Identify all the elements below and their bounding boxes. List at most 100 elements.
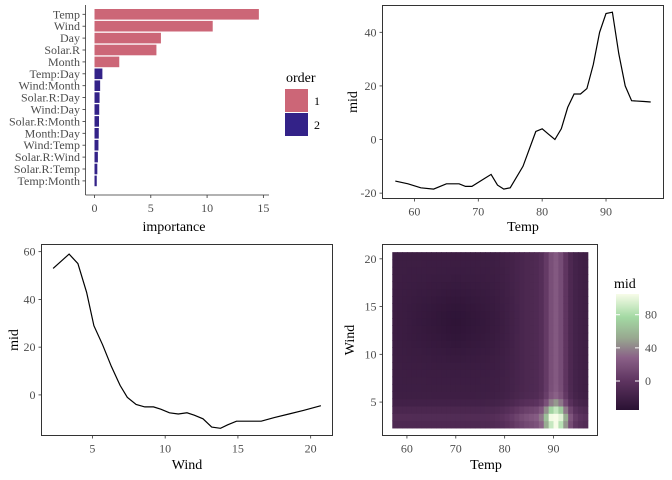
heatmap-panel-border xyxy=(382,244,598,436)
heatmap-cell xyxy=(548,325,555,334)
heatmap-cell xyxy=(475,259,481,268)
heatmap-cell xyxy=(431,405,437,414)
heatmap-cell xyxy=(480,296,486,304)
heatmap-cell xyxy=(553,310,560,319)
temp-x-axis-title: Temp xyxy=(507,220,539,235)
heatmap-cell xyxy=(538,391,545,400)
importance-bar xyxy=(94,175,97,187)
heatmap-cell xyxy=(397,252,403,261)
heatmap-cell xyxy=(397,413,403,422)
heatmap-cell xyxy=(490,318,496,326)
heatmap-cell xyxy=(514,332,520,341)
heatmap-cell xyxy=(563,296,569,304)
heatmap-cell xyxy=(431,274,437,283)
temp-effect-chart: 60 70 80 90 -20 0 20 40 Temp mid xyxy=(346,5,664,235)
heatmap-cell xyxy=(441,259,447,268)
heatmap-cell xyxy=(573,347,579,356)
heatmap-cell xyxy=(421,318,428,326)
heatmap-cell xyxy=(455,347,462,356)
importance-x-tick-label: 0 xyxy=(92,201,98,215)
heatmap-cell xyxy=(490,391,496,400)
heatmap-cell xyxy=(455,354,462,363)
heatmap-cell xyxy=(548,405,555,414)
heatmap-cell xyxy=(480,252,486,261)
heatmap-cell xyxy=(568,310,574,319)
heatmap-cell xyxy=(431,369,437,378)
heatmap-cell xyxy=(470,361,476,370)
heatmap-cell xyxy=(538,376,545,385)
heatmap-cell xyxy=(421,420,428,429)
heatmap-cell xyxy=(499,259,506,268)
heatmap-cell xyxy=(455,413,462,422)
heatmap-x-tick-label: 80 xyxy=(499,442,511,456)
heatmap-cell xyxy=(558,369,564,378)
heatmap-cell xyxy=(446,369,452,378)
heatmap-cell xyxy=(543,340,550,348)
heatmap-cell xyxy=(553,413,560,422)
heatmap-cell xyxy=(431,376,437,385)
heatmap-cell xyxy=(543,303,550,312)
heatmap-cell xyxy=(582,281,589,290)
heatmap-cell xyxy=(504,310,511,319)
heatmap-cell xyxy=(446,332,452,341)
heatmap-cell xyxy=(577,288,584,297)
heatmap-cell xyxy=(490,266,496,275)
heatmap-cell xyxy=(455,259,462,268)
heatmap-cell xyxy=(392,405,398,414)
heatmap-cell xyxy=(392,281,398,290)
heatmap-cell xyxy=(485,361,491,370)
heatmap-cell xyxy=(475,281,481,290)
heatmap-cell xyxy=(577,318,584,326)
heatmap-cell xyxy=(411,347,418,356)
heatmap-cell xyxy=(558,376,564,385)
heatmap-cell xyxy=(406,361,413,370)
heatmap-cell xyxy=(431,332,437,341)
heatmap-cell xyxy=(426,376,432,385)
heatmap-cell xyxy=(577,252,584,261)
heatmap-cell xyxy=(480,420,486,429)
heatmap-cell xyxy=(533,391,540,400)
heatmap-cell xyxy=(480,376,486,385)
heatmap-cell xyxy=(514,347,520,356)
heatmap-cell xyxy=(582,288,589,297)
heatmap-cell xyxy=(470,369,476,378)
importance-bar xyxy=(94,80,101,91)
heatmap-cell xyxy=(490,252,496,261)
heatmap-cell xyxy=(519,354,525,363)
heatmap-cell xyxy=(494,281,501,290)
heatmap-cell xyxy=(494,252,501,261)
heatmap-cell xyxy=(577,420,584,429)
heatmap-cell xyxy=(568,281,574,290)
heatmap-cell xyxy=(519,259,525,268)
heatmap-cell xyxy=(577,369,584,378)
heatmap-cell xyxy=(392,332,398,341)
heatmap-cell xyxy=(490,274,496,283)
heatmap-cell xyxy=(421,369,428,378)
heatmap-cell xyxy=(480,274,486,283)
heatmap-cell xyxy=(397,296,403,304)
heatmap-cell xyxy=(455,281,462,290)
heatmap-cell xyxy=(538,303,545,312)
heatmap-cell xyxy=(411,340,418,348)
heatmap-cell xyxy=(416,347,423,356)
heatmap-cell xyxy=(397,303,403,312)
heatmap-cell xyxy=(533,259,540,268)
heatmap-cell xyxy=(577,310,584,319)
heatmap-cell xyxy=(436,252,442,261)
heatmap-cell xyxy=(485,383,491,392)
heatmap-cell xyxy=(509,266,516,275)
heatmap-cell xyxy=(514,369,520,378)
heatmap-cell xyxy=(406,398,413,407)
heatmap-cell xyxy=(450,369,457,378)
temp-x-tick-label: 70 xyxy=(472,205,484,219)
heatmap-cell xyxy=(533,405,540,414)
heatmap-cell xyxy=(577,274,584,283)
heatmap-cell xyxy=(490,354,496,363)
heatmap-cell xyxy=(465,398,472,407)
temp-x-tick-label: 90 xyxy=(600,205,612,219)
heatmap-cell xyxy=(494,310,501,319)
heatmap-cell xyxy=(573,288,579,297)
heatmap-cell xyxy=(485,296,491,304)
heatmap-cell xyxy=(460,354,467,363)
heatmap-cell xyxy=(397,361,403,370)
